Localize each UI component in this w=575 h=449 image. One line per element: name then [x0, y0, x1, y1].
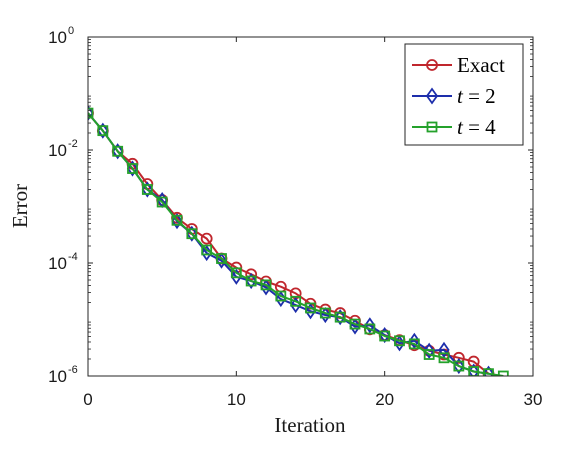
data-point-t-4: [245, 275, 257, 287]
data-point-t-4: [97, 125, 109, 137]
x-tick-label: 30: [524, 390, 543, 409]
data-point-t-4: [305, 302, 316, 314]
data-point-t-4: [141, 184, 153, 195]
data-point-t-4: [379, 330, 391, 342]
data-point-t-4: [408, 338, 420, 350]
data-point-t-4: [394, 335, 405, 347]
data-point-t-4: [88, 107, 94, 119]
data-point-t-4: [275, 290, 287, 302]
legend-box: [404, 43, 524, 146]
y-tick-exponent: -2: [68, 138, 78, 150]
legend-val-t2: = 2: [463, 84, 496, 108]
data-point-t-2: [364, 317, 376, 334]
data-point-t-4: [290, 295, 302, 307]
data-point-t-4: [171, 214, 183, 226]
data-point-exact: [245, 268, 258, 281]
data-point-t-4: [453, 360, 465, 372]
y-tick-exponent: 0: [68, 25, 74, 37]
data-point-t-2: [88, 105, 94, 122]
data-point-t-4: [334, 311, 346, 323]
data-point-t-2: [423, 342, 435, 359]
legend-marker-t2: [425, 87, 439, 105]
y-tick-label: 10: [48, 254, 67, 273]
data-point-t-4: [186, 228, 198, 240]
legend-val-t4: = 4: [463, 115, 496, 139]
data-point-t-2: [334, 309, 346, 326]
y-tick-label: 10: [48, 141, 67, 160]
x-tick-label: 20: [375, 390, 394, 409]
legend-var-t2: t: [457, 84, 464, 108]
data-point-t-4: [156, 196, 168, 208]
series-layer: [88, 105, 509, 376]
data-point-t-2: [141, 181, 153, 198]
data-point-t-4: [423, 349, 435, 360]
data-point-t-4: [230, 267, 242, 279]
data-point-t-4: [364, 323, 376, 335]
data-point-t-4: [319, 307, 331, 319]
data-point-t-4: [483, 368, 494, 376]
legend: Exact t = 2 t = 4: [404, 43, 524, 146]
data-point-t-4: [201, 244, 213, 256]
legend-marker-exact: [426, 59, 438, 71]
x-tick-label: 0: [83, 390, 92, 409]
series-t-4: [88, 107, 509, 376]
data-point-t-4: [438, 352, 450, 364]
y-axis-label: Error: [8, 184, 32, 228]
data-point-t-2: [482, 365, 495, 376]
data-point-t-2: [438, 341, 450, 358]
data-point-t-2: [112, 143, 124, 160]
legend-label-t4: t = 4: [457, 115, 496, 139]
data-point-t-2: [379, 326, 391, 344]
data-point-t-4: [260, 279, 272, 291]
data-point-exact: [200, 232, 213, 245]
x-axis-label: Iteration: [274, 413, 346, 437]
x-tick-label: 10: [227, 390, 246, 409]
legend-marker-t4: [426, 121, 438, 133]
data-point-t-4: [349, 318, 361, 330]
data-point-t-2: [215, 252, 228, 269]
y-tick-exponent: -4: [68, 251, 78, 263]
legend-var-t4: t: [457, 115, 464, 139]
legend-label-t2: t = 2: [457, 84, 496, 108]
data-point-t-2: [260, 279, 272, 296]
data-point-t-4: [216, 253, 227, 264]
plot-frame: [87, 36, 534, 377]
data-point-t-4: [112, 145, 124, 157]
legend-label-exact: Exact: [457, 53, 505, 77]
y-tick-label: 10: [48, 367, 67, 386]
data-point-t-4: [127, 163, 138, 174]
data-point-t-4: [497, 370, 509, 376]
data-point-exact: [452, 351, 465, 364]
data-point-t-4: [468, 366, 480, 376]
y-tick-label: 10: [48, 28, 67, 47]
y-tick-exponent: -6: [68, 364, 78, 376]
data-point-t-2: [171, 213, 183, 230]
